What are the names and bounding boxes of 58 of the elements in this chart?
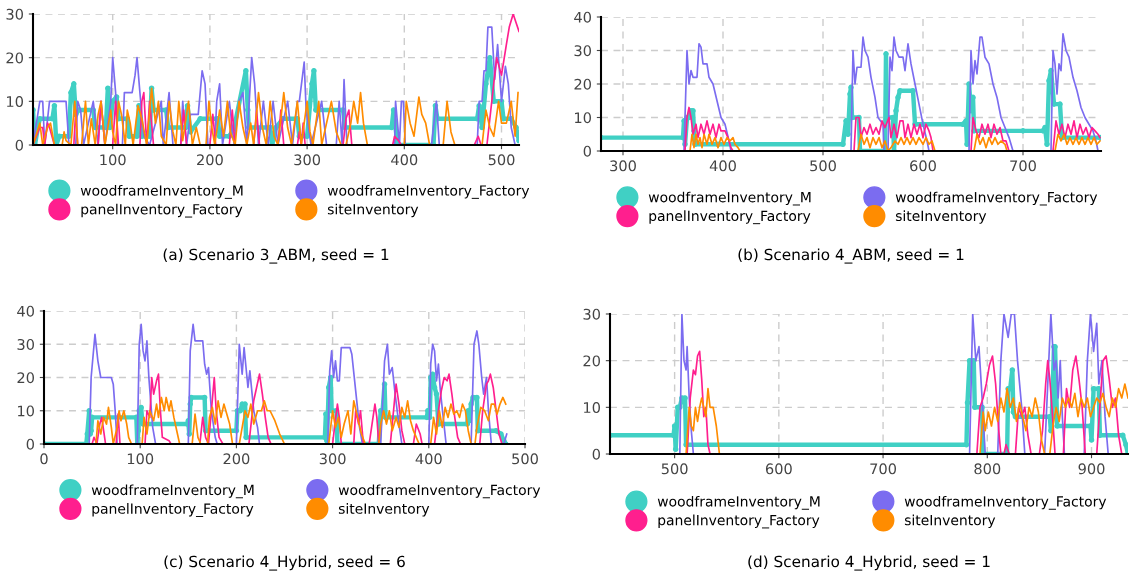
y-tick-label: 10 (7, 96, 23, 108)
y-tick-label: 10 (18, 405, 34, 417)
x-tick-label: 400 (391, 154, 418, 166)
y-tick-label: 40 (574, 11, 591, 23)
y-tick-label: 30 (583, 308, 600, 320)
y-tick-label: 0 (15, 139, 23, 151)
legend-label: panelInventory_Factory (92, 503, 254, 517)
legend-label: woodframeInventory_Factory (327, 185, 530, 199)
x-tick-label: 400 (415, 453, 442, 465)
legend-label: woodframeInventory_Factory (904, 495, 1107, 510)
x-tick-label: 600 (765, 463, 792, 475)
y-tick-label: 30 (17, 338, 34, 350)
legend-label: woodframeInventory_M (648, 191, 811, 206)
y-tick-label: 30 (574, 45, 591, 57)
x-tick-label: 800 (974, 463, 1001, 475)
y-tick-label: 0 (26, 438, 34, 450)
x-tick-label: 500 (661, 463, 688, 475)
y-tick-label: 20 (6, 52, 23, 64)
x-tick-label: 700 (1010, 160, 1036, 172)
legend-label: siteInventory (904, 514, 996, 529)
x-tick-label: 0 (40, 453, 48, 465)
text: (b) Scenario 4_ABM, seed = 1 (738, 248, 964, 264)
x-tick-label: 100 (127, 453, 154, 465)
x-tick-label: 500 (512, 453, 538, 465)
y-tick-label: 20 (583, 355, 600, 367)
x-tick-label: 200 (223, 453, 250, 465)
x-tick-label: 600 (910, 160, 936, 172)
y-tick-label: 20 (574, 78, 591, 90)
legend-label: siteInventory (895, 210, 987, 224)
y-tick-label: 0 (583, 145, 591, 157)
text: (a) Scenario 3_ABM, seed = 1 (163, 248, 389, 264)
legend-label: woodframeInventory_Factory (895, 191, 1098, 206)
y-tick-label: 10 (584, 402, 600, 414)
x-tick-label: 300 (319, 453, 346, 465)
legend-label: siteInventory (338, 503, 430, 517)
x-tick-label: 300 (610, 160, 636, 172)
x-tick-label: 700 (870, 463, 897, 475)
legend-label: panelInventory_Factory (649, 210, 811, 225)
x-tick-label: 200 (197, 154, 223, 166)
text: (d) Scenario 4_Hybrid, seed = 1 (748, 555, 990, 571)
legend-label: woodframeInventory_Factory (338, 484, 541, 499)
x-tick-label: 500 (488, 154, 515, 166)
x-tick-label: 900 (1078, 463, 1105, 475)
legend-label: woodframeInventory_M (657, 495, 820, 510)
x-tick-label: 400 (709, 160, 736, 172)
y-tick-label: 40 (17, 305, 34, 317)
legend-label: panelInventory_Factory (81, 203, 243, 218)
legend-label: siteInventory (327, 203, 419, 218)
y-tick-label: 30 (6, 8, 23, 20)
text: (c) Scenario 4_Hybrid, seed = 6 (164, 555, 405, 571)
x-tick-label: 100 (100, 154, 126, 166)
legend-label: panelInventory_Factory (658, 514, 820, 529)
legend-label: woodframeInventory_M (80, 185, 243, 199)
y-tick-label: 10 (575, 112, 591, 124)
legend-label: woodframeInventory_M (91, 484, 254, 499)
x-tick-label: 500 (810, 160, 836, 172)
x-tick-label: 300 (294, 154, 321, 166)
y-tick-label: 20 (17, 372, 34, 384)
